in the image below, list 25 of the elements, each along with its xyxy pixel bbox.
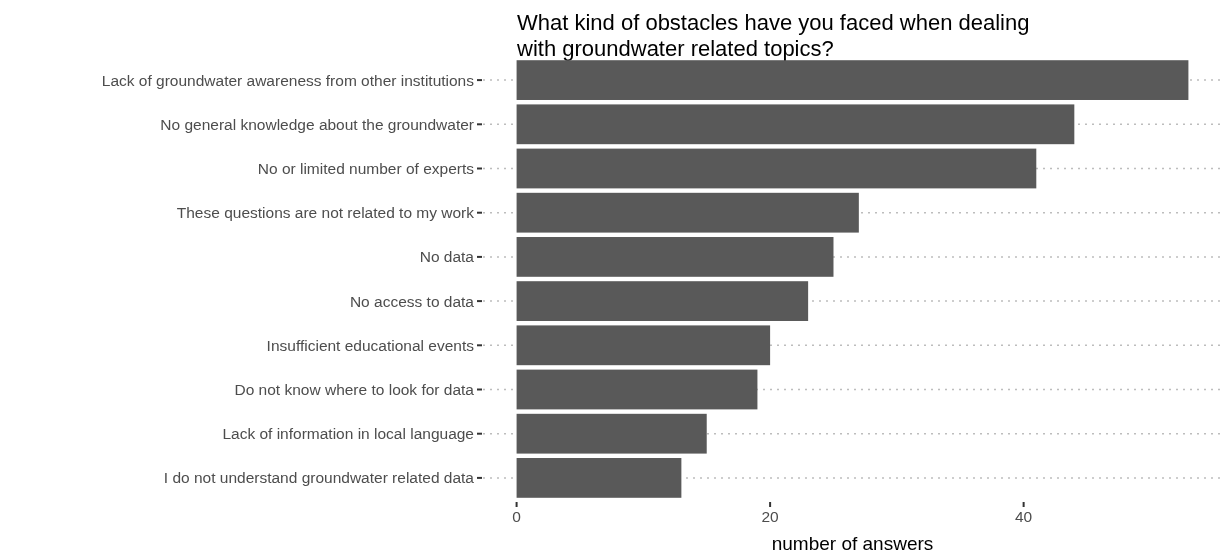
- bar: [516, 237, 834, 277]
- y-tick-label: Lack of groundwater awareness from other institutions: [101, 71, 475, 89]
- x-axis-title: number of answers: [771, 533, 934, 554]
- bar: [516, 413, 707, 454]
- y-tick-label: These questions are not related to my work: [176, 204, 475, 222]
- bar: [516, 192, 859, 233]
- bar: [516, 104, 1075, 145]
- bar: [516, 60, 1189, 100]
- x-tick-label: 20: [761, 508, 780, 525]
- bar: [516, 325, 771, 366]
- x-tick-label: 0: [512, 508, 522, 525]
- bar: [516, 458, 682, 498]
- y-tick-label: Lack of information in local language: [222, 425, 474, 443]
- y-tick-label: No general knowledge about the groundwater: [160, 115, 474, 133]
- y-tick-label: Do not know where to look for data: [234, 380, 475, 398]
- bar: [516, 281, 809, 321]
- y-tick-label: No or limited number of experts: [257, 159, 475, 177]
- x-tick-label: 40: [1015, 508, 1033, 525]
- y-tick-label: I do not understand groundwater related data: [163, 469, 475, 487]
- y-tick-label: Insufficient educational events: [266, 336, 475, 354]
- bar: [516, 369, 758, 410]
- chart-title: What kind of obstacles have you faced when dealing with groundwater related topics?: [516, 10, 1030, 61]
- bar: [516, 148, 1037, 189]
- y-tick-label: No data: [419, 248, 475, 266]
- y-tick-label: No access to data: [349, 292, 475, 310]
